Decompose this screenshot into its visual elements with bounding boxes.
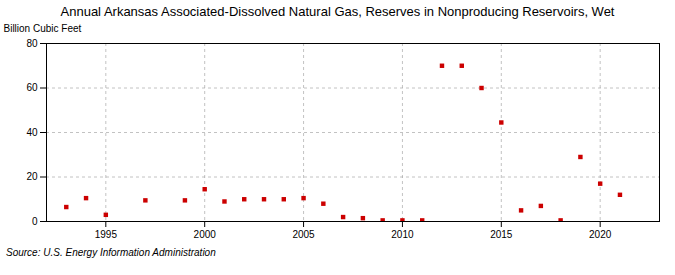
html-text:Annual Arkansas Associated-Dis: Annual Arkansas Associated-Dissolved Nat… [60,4,615,19]
svg-text:2010: 2010 [391,229,414,240]
svg-text:40: 40 [26,127,38,138]
svg-text:80: 80 [26,38,38,49]
svg-text:2020: 2020 [589,229,612,240]
svg-text:2005: 2005 [292,229,315,240]
svg-text:60: 60 [26,82,38,93]
html-text:Source: U.S. Energy Informatio: Source: U.S. Energy Information Administ… [6,247,216,258]
svg-text:Billion Cubic Feet: Billion Cubic Feet [4,23,82,34]
svg-text:0: 0 [32,216,38,227]
svg-text:1995: 1995 [95,229,118,240]
svg-text:20: 20 [26,171,38,182]
svg-text:2000: 2000 [194,229,217,240]
svg-text:2015: 2015 [490,229,513,240]
